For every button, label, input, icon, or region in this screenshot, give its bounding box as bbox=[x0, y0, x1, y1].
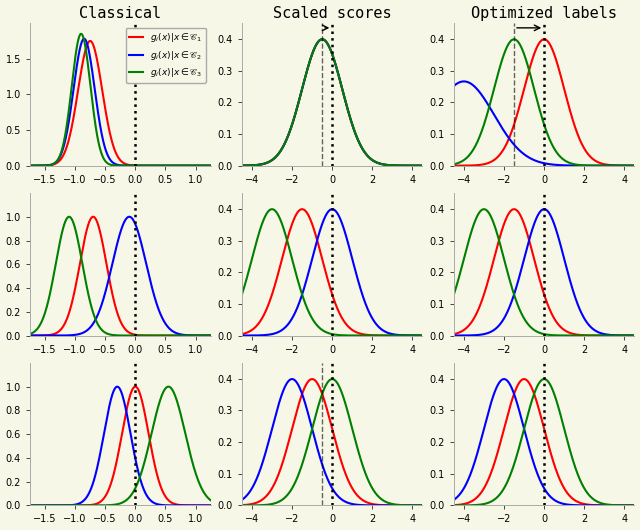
Title: Optimized labels: Optimized labels bbox=[471, 5, 617, 21]
Title: Classical: Classical bbox=[79, 5, 161, 21]
Legend: $g_i(x)|x \in \mathscr{C}_1$, $g_i(x)|x \in \mathscr{C}_2$, $g_i(x)|x \in \maths: $g_i(x)|x \in \mathscr{C}_1$, $g_i(x)|x … bbox=[125, 28, 206, 83]
Title: Scaled scores: Scaled scores bbox=[273, 5, 392, 21]
